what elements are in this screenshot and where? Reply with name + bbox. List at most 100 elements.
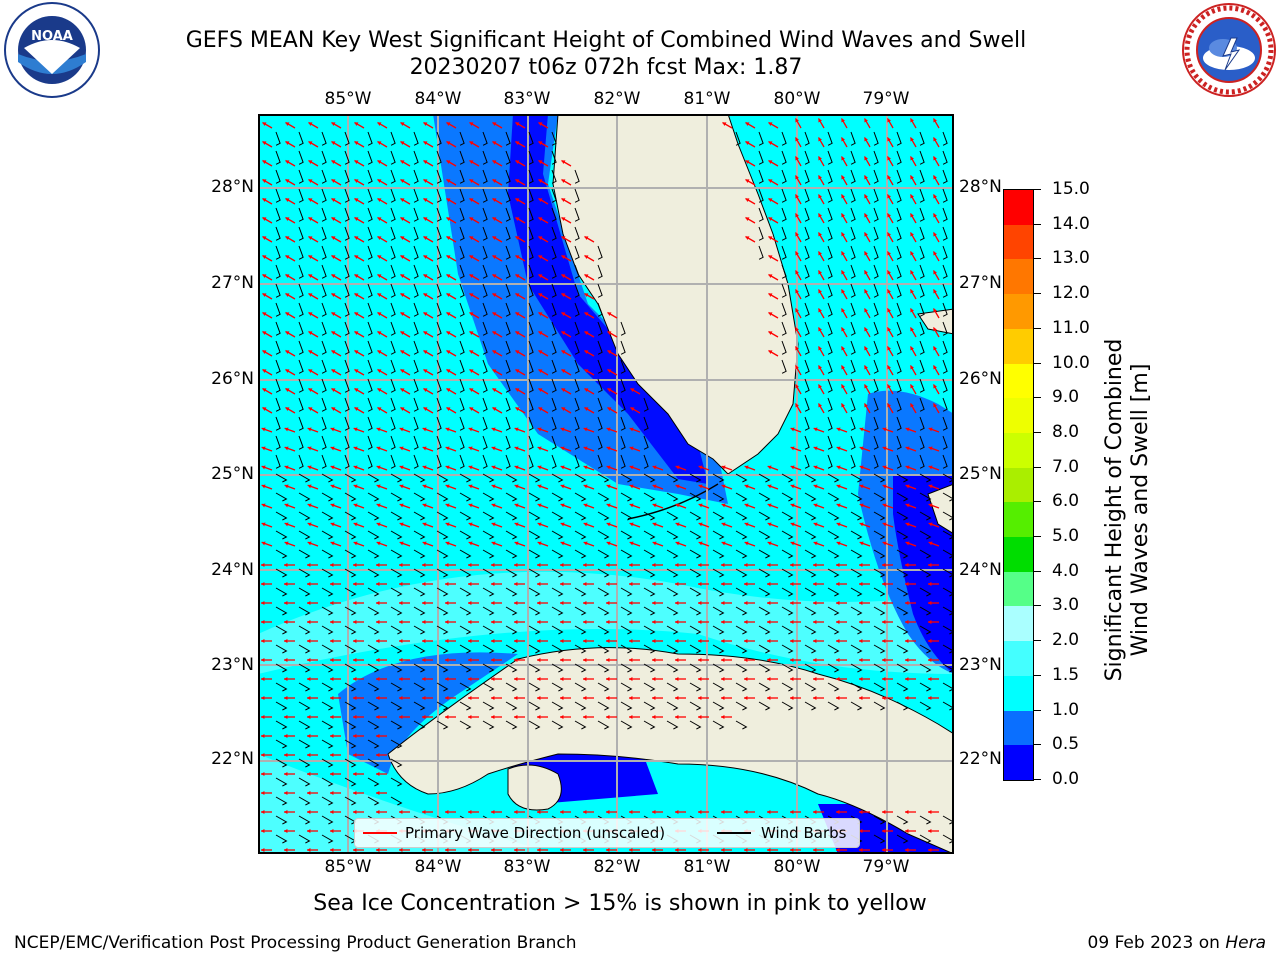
wave-arrow-head (284, 847, 288, 853)
wave-arrow-head (928, 541, 933, 546)
wind-barb (482, 169, 488, 184)
wind-barb (781, 701, 794, 711)
wind-barb (873, 321, 879, 336)
colorbar-tick (1033, 536, 1041, 538)
wave-arrow-head (744, 562, 748, 568)
wind-barb (505, 701, 518, 711)
wave-arrow-head (354, 407, 359, 411)
wind-barb (942, 321, 948, 336)
wave-arrow-head (376, 733, 380, 739)
wind-barb (321, 606, 334, 616)
wind-barb (827, 283, 833, 298)
wave-arrow-head (698, 638, 702, 644)
wave-arrow-head (887, 327, 891, 332)
wind-barb (781, 150, 787, 165)
wave-arrow-head (698, 657, 702, 663)
wind-barb (367, 226, 373, 241)
wind-barb (528, 454, 534, 469)
wind-barb (850, 435, 856, 450)
wave-arrow-head (905, 600, 909, 606)
wind-barb (344, 378, 350, 393)
wave-arrow-head (469, 198, 474, 202)
wave-arrow-head (583, 562, 587, 568)
colorbar-tick (1033, 674, 1041, 676)
wave-arrow-head (307, 427, 312, 432)
wind-barb (390, 378, 396, 393)
wind-barb (482, 283, 488, 298)
wave-arrow-head (744, 522, 749, 527)
wave-arrow-head (330, 657, 334, 663)
wind-barb (551, 245, 557, 260)
wind-barb (505, 720, 518, 730)
wind-barb (689, 701, 702, 711)
wind-barb (459, 169, 465, 184)
wind-barb (804, 207, 810, 222)
wave-arrow-head (905, 427, 910, 432)
wind-barb (896, 511, 909, 521)
wave-arrow-head (330, 638, 334, 644)
wave-arrow-head (284, 676, 288, 682)
wind-barb (873, 568, 886, 578)
wave-arrow-head (675, 638, 679, 644)
wave-arrow-head (331, 331, 336, 335)
wave-arrow-head (492, 331, 497, 335)
wave-arrow-head (864, 175, 868, 180)
wave-arrow-head (560, 600, 564, 606)
wave-arrow-head (795, 270, 799, 275)
wave-arrow-head (307, 522, 312, 527)
wind-barb (413, 416, 419, 431)
wave-arrow-head (445, 446, 450, 451)
wind-barb (574, 530, 587, 540)
wave-arrow-head (261, 600, 265, 606)
wave-arrow-head (376, 541, 381, 546)
wind-barb (597, 492, 610, 502)
wave-arrow-head (307, 562, 311, 568)
wave-arrow-head (377, 179, 382, 183)
colorbar-tick-label: 7.0 (1052, 456, 1080, 477)
wave-arrow-head (261, 503, 266, 508)
producer-credit: NCEP/EMC/Verification Post Processing Pr… (14, 933, 577, 953)
wave-arrow-head (400, 293, 405, 297)
wind-barb (758, 188, 764, 203)
wave-arrow-head (400, 141, 405, 145)
wind-barb (275, 397, 281, 412)
wave-arrow-head (537, 581, 541, 587)
wave-arrow-head (307, 503, 312, 508)
wave-arrow-head (491, 638, 495, 644)
wind-barb (873, 606, 886, 616)
wave-arrow-head (859, 695, 863, 701)
wind-barb (344, 397, 350, 412)
wave-arrow-head (795, 365, 799, 370)
wind-barb (574, 568, 587, 578)
wave-arrow-head (468, 638, 472, 644)
wave-arrow-head (629, 676, 633, 682)
wave-arrow-head (261, 638, 265, 644)
wind-barb (827, 701, 840, 711)
wave-arrow-head (813, 465, 818, 470)
wind-barb (390, 530, 403, 540)
wind-barb (321, 454, 327, 469)
wave-arrow-head (400, 255, 405, 259)
wave-arrow-head (859, 562, 863, 568)
wave-arrow-head (423, 350, 428, 354)
wave-arrow-head (353, 600, 357, 606)
wave-arrow-head (790, 619, 794, 625)
wind-barb (528, 663, 541, 673)
wind-barb (597, 549, 610, 559)
wave-arrow-head (910, 118, 914, 123)
wave-arrow-head (445, 619, 449, 625)
wave-arrow-head (422, 465, 427, 470)
wind-barb (919, 169, 925, 184)
wave-arrow-head (560, 446, 565, 451)
wind-barb (620, 321, 626, 336)
wind-barb (298, 283, 304, 298)
wind-barbs (275, 131, 954, 854)
wind-barb (367, 720, 380, 730)
wave-arrow-head (818, 137, 822, 142)
wind-barb (321, 416, 327, 431)
wave-arrow-head (795, 156, 799, 161)
wind-barb (482, 720, 495, 730)
wind-barb (735, 511, 748, 521)
wind-barb (367, 758, 380, 768)
wave-arrow-head (307, 465, 312, 470)
